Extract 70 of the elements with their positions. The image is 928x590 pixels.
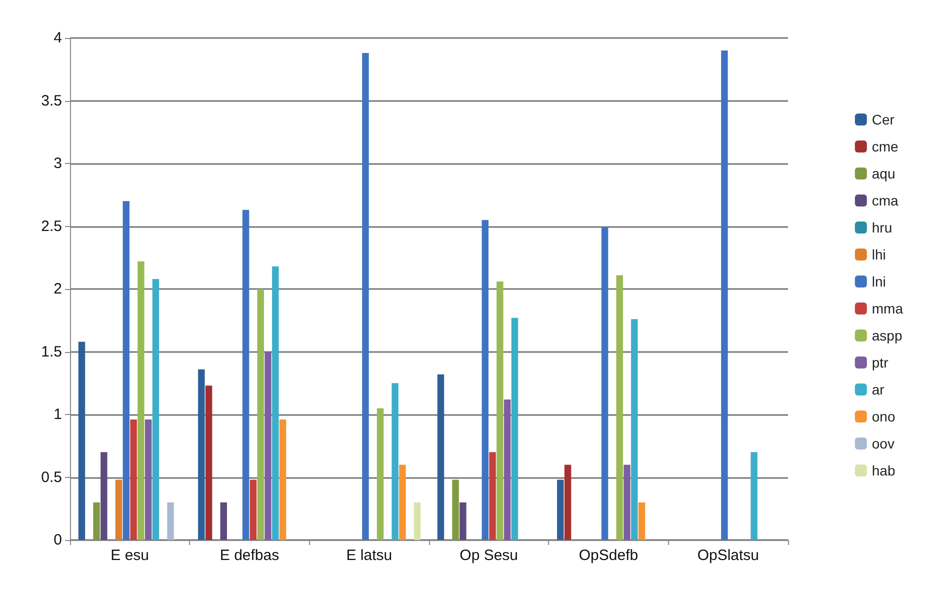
bar — [489, 452, 496, 540]
bar — [264, 352, 272, 540]
bar — [414, 502, 421, 540]
legend-label: oov — [872, 436, 894, 452]
bar — [78, 342, 86, 540]
y-tick-label: 3 — [54, 155, 62, 172]
bar — [631, 319, 638, 540]
y-tick-label: 1 — [54, 406, 62, 423]
bar — [279, 420, 286, 540]
legend-label: hru — [872, 220, 892, 236]
bar — [504, 399, 511, 540]
x-tick-label: E esu — [110, 547, 150, 564]
legend-label: ono — [872, 408, 896, 424]
y-tick-label: 0 — [54, 532, 62, 548]
bar — [220, 502, 227, 540]
bar — [167, 502, 174, 540]
bar — [272, 266, 279, 540]
y-tick-label: 2 — [54, 280, 62, 298]
y-tick-label: 4 — [54, 30, 62, 46]
x-tick-label: Op Sesu — [460, 547, 518, 564]
bar — [376, 408, 384, 540]
bar — [399, 464, 406, 540]
bar — [130, 420, 137, 540]
bar — [198, 369, 205, 540]
x-tick-label: E latsu — [346, 547, 392, 564]
bar — [122, 201, 130, 540]
bar — [93, 502, 100, 540]
bar — [511, 318, 518, 540]
bar — [144, 420, 152, 540]
bar — [138, 261, 144, 540]
x-tick-label: E defbas — [220, 547, 280, 564]
bar — [482, 220, 488, 540]
bar — [616, 275, 623, 540]
legend-label: cme — [872, 138, 899, 154]
bar — [392, 383, 398, 540]
bar — [242, 210, 250, 540]
bar — [601, 228, 608, 540]
bar — [721, 50, 728, 540]
x-tick-label: OpSlatsu — [697, 547, 760, 564]
y-tick-label: 3.5 — [41, 92, 62, 110]
legend-label: ar — [872, 382, 885, 398]
legend-label: mma — [872, 300, 904, 316]
bar — [624, 464, 630, 540]
y-tick-label: 0.5 — [41, 468, 62, 486]
bar — [460, 502, 466, 540]
legend-label: hab — [872, 462, 896, 478]
y-tick-label: 2.5 — [41, 218, 62, 235]
bar — [557, 480, 564, 540]
bar — [250, 480, 257, 540]
legend-label: aqu — [872, 166, 896, 182]
y-tick-label: 1.5 — [41, 343, 62, 360]
legend-label: Cer — [872, 112, 895, 128]
bar — [750, 452, 758, 540]
bar — [152, 278, 160, 540]
bar — [115, 480, 122, 540]
bar — [257, 289, 264, 540]
bar — [564, 464, 572, 540]
legend-label: aspp — [872, 328, 902, 344]
bar — [100, 452, 108, 540]
bar — [452, 480, 459, 540]
legend-label: ptr — [872, 354, 889, 370]
bar — [496, 281, 504, 540]
legend-label: lhi — [872, 246, 886, 262]
bar — [638, 502, 646, 540]
legend-label: lni — [872, 274, 886, 290]
x-tick-label: OpSdefb — [578, 547, 638, 564]
bar — [362, 53, 369, 540]
legend-label: cma — [872, 192, 899, 208]
bar — [437, 374, 444, 540]
bar — [205, 386, 212, 540]
